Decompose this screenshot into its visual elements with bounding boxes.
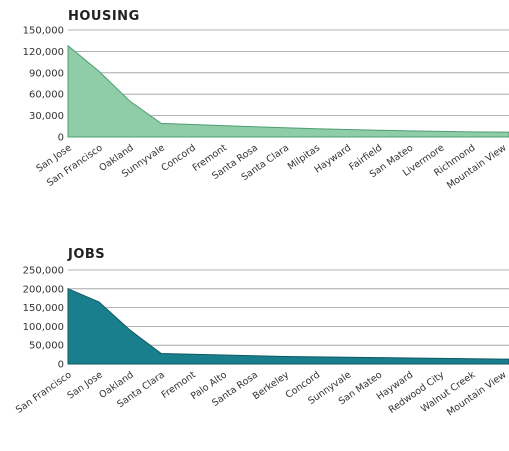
housing-x-tick-concord: Concord — [159, 142, 197, 174]
jobs-y-tick-label: 150,000 — [23, 303, 64, 314]
housing-y-tick-labels: 150,000 120,000 90,000 60,000 30,000 0 — [23, 26, 64, 144]
housing-y-tick-label: 120,000 — [23, 47, 64, 58]
jobs-y-tick-labels: 250,000 200,000 150,000 100,000 50,000 0 — [23, 266, 64, 371]
housing-area-series — [67, 44, 509, 138]
jobs-y-tick-label: 200,000 — [23, 284, 64, 295]
housing-x-tick-san-francisco: San Francisco — [45, 142, 105, 189]
jobs-chart-title: JOBS — [67, 247, 105, 262]
jobs-y-tick-label: 0 — [58, 360, 64, 371]
housing-y-tick-label: 150,000 — [23, 26, 64, 37]
housing-y-tick-label: 90,000 — [29, 68, 64, 79]
jobs-x-tick-san-jose: San Jose — [65, 369, 104, 401]
jobs-y-tick-label: 50,000 — [29, 341, 64, 352]
jobs-chart: JOBS 250,000 200,000 150,000 100,000 50,000 0… — [14, 247, 509, 419]
jobs-y-tick-label: 250,000 — [23, 266, 64, 277]
housing-y-tick-label: 0 — [58, 133, 64, 144]
housing-y-tick-label: 60,000 — [29, 90, 64, 101]
jobs-area-series — [67, 288, 509, 365]
housing-y-tick-label: 30,000 — [29, 111, 64, 122]
housing-chart-title: HOUSING — [68, 9, 140, 24]
jobs-y-tick-label: 100,000 — [23, 322, 64, 333]
housing-chart: HOUSING 150,000 120,000 90,000 60,000 30,000… — [23, 9, 509, 192]
